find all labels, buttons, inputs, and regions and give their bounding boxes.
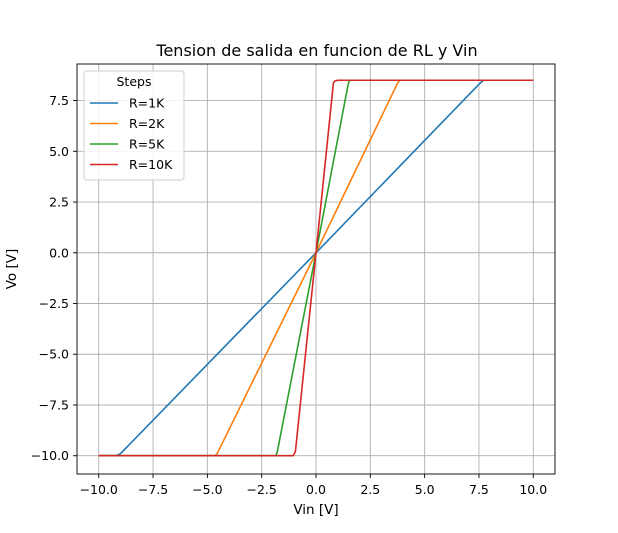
y-axis-ticks: −10.0 −7.5 −5.0 −2.5 0.0 2.5 5.0 7.5 <box>31 93 77 463</box>
legend-title: Steps <box>117 74 152 89</box>
y-tick-label: −2.5 <box>39 296 69 311</box>
legend-box <box>83 70 185 181</box>
x-tick-label: 0.0 <box>306 482 326 497</box>
x-axis-label: Vin [V] <box>293 502 338 518</box>
x-tick-label: −5.0 <box>192 482 222 497</box>
chart-title: Tension de salida en funcion de RL y Vin <box>155 41 477 60</box>
series-line-r-10k <box>98 79 534 457</box>
legend-entry-label: R=5K <box>129 137 165 152</box>
y-axis-label: Vo [V] <box>4 249 20 290</box>
y-tick-label: −10.0 <box>31 448 69 463</box>
legend: Steps R=1K R=2K R=5K R=10K <box>83 70 185 181</box>
x-tick-label: −2.5 <box>247 482 277 497</box>
legend-entry-label: R=2K <box>129 116 165 131</box>
series-group <box>98 79 534 457</box>
x-tick-label: −10.0 <box>80 482 118 497</box>
x-tick-label: 2.5 <box>360 482 380 497</box>
legend-entry-label: R=1K <box>129 96 165 111</box>
x-tick-label: −7.5 <box>138 482 168 497</box>
y-tick-label: 5.0 <box>49 144 69 159</box>
legend-entry-label: R=10K <box>129 157 173 172</box>
y-tick-label: 0.0 <box>49 245 69 260</box>
y-tick-label: 7.5 <box>49 93 69 108</box>
x-axis-ticks: −10.0 −7.5 −5.0 −2.5 0.0 2.5 5.0 7.5 10.0 <box>80 474 547 497</box>
x-tick-label: 5.0 <box>415 482 435 497</box>
x-tick-label: 10.0 <box>519 482 547 497</box>
x-tick-label: 7.5 <box>469 482 489 497</box>
y-tick-label: 2.5 <box>49 195 69 210</box>
y-tick-label: −5.0 <box>39 347 69 362</box>
y-tick-label: −7.5 <box>39 397 69 412</box>
